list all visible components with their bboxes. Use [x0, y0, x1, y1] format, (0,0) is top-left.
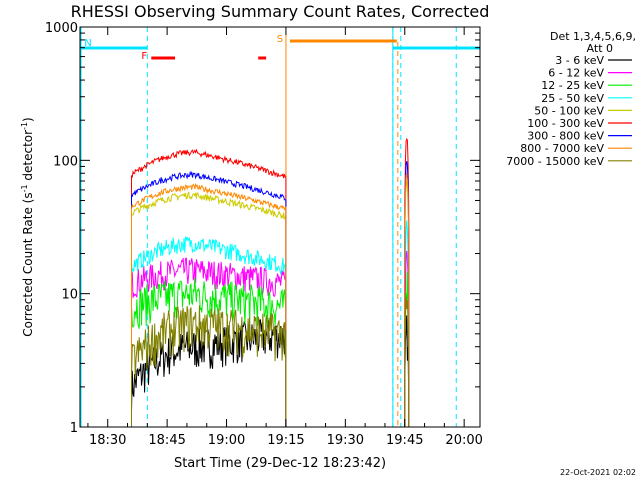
series-line-b-7 [404, 172, 410, 427]
legend-label-8: 7000 - 15000 keV [506, 155, 604, 168]
series-line-2 [131, 278, 287, 427]
legend-label-5: 100 - 300 keV [527, 117, 604, 130]
timestamp: 22-Oct-2021 02:02 [560, 468, 636, 477]
y-tick-label-1: 10 [61, 288, 78, 303]
legend-title-line-1: Det 1,3,4,5,6,9, [550, 30, 636, 43]
x-tick-label-6: 20:00 [445, 433, 482, 448]
series-line-3 [131, 236, 287, 427]
chart-title: RHESSI Observing Summary Count Rates, Co… [71, 2, 490, 21]
series-0 [131, 315, 410, 427]
flag-bar-N-1 [392, 46, 480, 50]
legend-title-line-2: Att 0 [587, 42, 613, 55]
legend-label-0: 3 - 6 keV [555, 54, 604, 67]
y-axis: 1 10 100 1000 [45, 21, 480, 436]
x-tick-label-1: 18:45 [148, 433, 185, 448]
y-tick-label-3: 1000 [45, 21, 78, 36]
flag-bar-S-0 [289, 39, 397, 43]
x-axis: 18:30 18:45 19:00 19:15 19:30 19:45 20:00 [87, 27, 483, 448]
y-tick-label-2: 100 [53, 154, 78, 169]
legend-label-1: 6 - 12 keV [548, 67, 604, 80]
series-7 [131, 172, 410, 427]
x-axis-label: Start Time (29-Dec-12 18:23:42) [174, 456, 386, 471]
legend-label-6: 300 - 800 keV [527, 130, 604, 143]
series-line-1 [131, 257, 287, 427]
legend-label-3: 25 - 50 keV [541, 92, 604, 105]
y-axis-label: Corrected Count Rate (s-1 detector-1) [20, 117, 35, 336]
series-line-6 [131, 170, 287, 427]
series-line-8 [131, 305, 287, 427]
plot-area: N F S [80, 27, 480, 427]
flag-bar-F-0 [151, 56, 176, 60]
x-tick-label-3: 19:15 [267, 433, 304, 448]
legend-label-7: 800 - 7000 keV [520, 142, 604, 155]
flag-bar-F-1 [258, 56, 267, 60]
legend-label-4: 50 - 100 keV [534, 104, 604, 117]
series-line-4 [131, 191, 287, 427]
x-tick-label-0: 18:30 [89, 433, 126, 448]
legend-label-2: 12 - 25 keV [541, 79, 604, 92]
series-8 [131, 296, 410, 427]
flag-bar-N-0 [80, 46, 148, 50]
series-line-7 [131, 182, 287, 427]
x-tick-label-2: 19:00 [208, 433, 245, 448]
flag-label-N: N [84, 38, 91, 49]
flag-label-S: S [277, 34, 283, 45]
x-tick-label-5: 19:45 [386, 433, 423, 448]
plot-frame [79, 26, 481, 428]
series-line-b-8 [404, 296, 410, 427]
y-tick-label-0: 1 [70, 421, 78, 436]
series-line-5 [131, 148, 287, 427]
x-tick-label-4: 19:30 [327, 433, 364, 448]
flag-label-F: F [141, 51, 147, 62]
